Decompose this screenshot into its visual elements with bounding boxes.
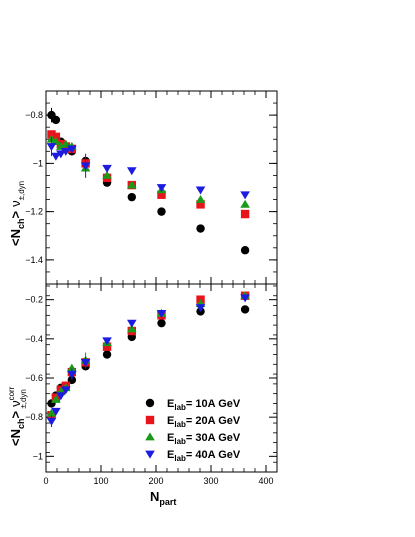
- legend-marker: [145, 415, 155, 425]
- bottom-data-point: [157, 318, 166, 328]
- bottom-data-point: [56, 392, 66, 401]
- top-data-point: [51, 115, 61, 125]
- top-data-point: [51, 132, 61, 142]
- bottom-y-tick-label: −0.4: [25, 334, 43, 344]
- legend-label: Elab= 20A GeV: [167, 415, 241, 429]
- bottom-data-point: [67, 363, 77, 372]
- bottom-data-point: [102, 337, 112, 346]
- top-data-point: [56, 150, 66, 159]
- bottom-data-point: [240, 305, 250, 314]
- top-data-point: [157, 190, 166, 199]
- top-series-40: [46, 136, 250, 200]
- top-series-20: [47, 130, 250, 219]
- top-y-axis-label: <Nch>ν±,dyn: [8, 181, 26, 246]
- top-data-point: [196, 224, 205, 233]
- top-data-point: [61, 147, 71, 156]
- top-data-point: [67, 145, 77, 154]
- bottom-data-point: [51, 407, 61, 416]
- bottom-y-axis-label: <Nch>νcorr ±,dyn: [7, 386, 28, 446]
- bottom-y-axis: −0.2 −0.4 −0.6 −0.8 −1: [25, 285, 277, 473]
- top-y-tick-label: −1.4: [25, 255, 43, 265]
- top-panel: −0.8 −1 −1.2 −1.4: [25, 90, 278, 285]
- bottom-y-tick-label: −0.8: [25, 412, 43, 422]
- top-x-axis: [45, 91, 278, 284]
- bottom-data-point: [240, 294, 250, 303]
- bottom-x-tick-label: 300: [203, 476, 218, 486]
- bottom-data-point: [156, 310, 167, 318]
- bottom-data-point: [127, 324, 137, 333]
- top-data-point: [240, 209, 250, 219]
- bottom-x-tick-label: 100: [93, 476, 108, 486]
- bottom-data-point: [195, 304, 206, 313]
- top-data-point: [102, 170, 112, 179]
- top-data-point: [80, 162, 91, 171]
- top-y-tick-label: −1: [33, 158, 43, 168]
- legend-label: Elab= 40A GeV: [167, 449, 241, 463]
- bottom-data-point: [46, 417, 57, 426]
- top-data-point: [51, 137, 61, 146]
- top-data-point: [102, 164, 112, 173]
- legend-label: Elab= 30A GeV: [167, 432, 241, 446]
- top-data-point: [240, 191, 250, 200]
- top-data-point: [240, 246, 250, 255]
- bottom-data-point: [61, 386, 71, 395]
- top-data-point: [127, 180, 137, 189]
- top-data-point: [157, 207, 166, 216]
- x-axis-label: Npart: [150, 489, 176, 507]
- top-series-30: [46, 134, 250, 208]
- bottom-y-tick-label: −0.2: [25, 295, 43, 305]
- bottom-data-point: [102, 350, 112, 359]
- bottom-series-10: [47, 305, 250, 408]
- bottom-y-tick-label: −1: [33, 451, 43, 461]
- top-data-point: [196, 200, 205, 209]
- top-data-point: [51, 152, 61, 161]
- bottom-data-point: [80, 358, 91, 367]
- top-data-point: [61, 139, 71, 148]
- legend-marker: [145, 450, 155, 459]
- bottom-data-point: [67, 370, 77, 379]
- top-data-point: [156, 184, 167, 193]
- bottom-x-axis: 0 100 200 300 400: [43, 284, 278, 486]
- bottom-data-point: [127, 319, 137, 328]
- top-y-tick-label: −1.2: [25, 207, 43, 217]
- bottom-x-tick-label: 200: [148, 476, 163, 486]
- top-data-point: [127, 192, 136, 202]
- top-y-axis: −0.8 −1 −1.2 −1.4: [25, 90, 277, 285]
- bottom-y-tick-label: −0.6: [25, 373, 43, 383]
- bottom-panel: −0.2 −0.4 −0.6 −0.8 −1 0 100 200 300 400: [25, 283, 278, 486]
- top-data-point: [47, 130, 56, 139]
- bottom-x-tick-label: 0: [43, 476, 48, 486]
- bottom-data-point: [46, 408, 57, 417]
- top-data-point: [56, 141, 66, 150]
- top-y-tick-label: −0.8: [25, 110, 43, 120]
- legend-marker: [145, 398, 155, 408]
- legend-label: Elab= 10A GeV: [167, 398, 241, 412]
- bottom-data-point: [102, 342, 112, 351]
- top-data-point: [195, 186, 206, 195]
- legend-marker: [145, 432, 155, 441]
- legend: Elab= 10A GeV Elab= 20A GeV Elab= 30A GeV E…: [145, 398, 241, 463]
- bottom-data-point: [51, 394, 61, 403]
- top-data-point: [240, 199, 250, 208]
- bottom-series-40: [46, 294, 250, 427]
- top-data-point: [127, 167, 137, 176]
- top-data-point: [195, 194, 206, 203]
- top-data-point: [46, 143, 57, 152]
- bottom-x-tick-label: 400: [258, 476, 273, 486]
- top-series-10: [47, 107, 250, 255]
